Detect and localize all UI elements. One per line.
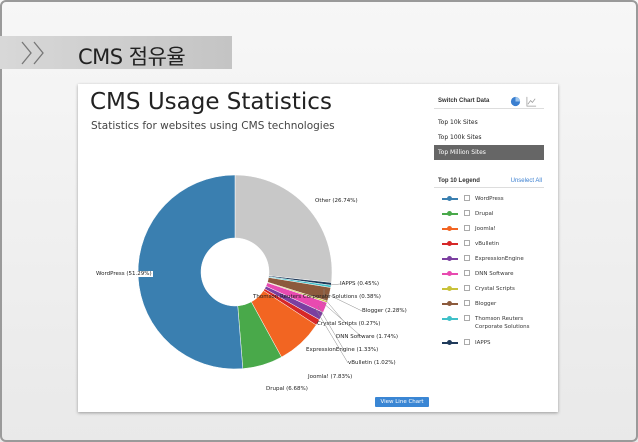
switch-chart-label: Switch Chart Data [438,98,490,104]
pie-chart [137,174,363,370]
option-top-10k-sites[interactable]: Top 10k Sites [438,119,478,126]
option-top-100k-sites[interactable]: Top 100k Sites [438,134,482,141]
pie-label: Other (26.74%) [315,198,358,204]
pie-label: Blogger (2.28%) [362,308,407,314]
switch-chart-header: Switch Chart Data [434,94,544,109]
unselect-all-link[interactable]: Unselect All [510,178,542,184]
slide-header: CMS 점유율 [0,36,232,69]
legend-checkbox[interactable] [464,285,470,291]
legend-checkbox[interactable] [464,270,470,276]
legend-item-label: Thomson Reuters Corporate Solutions [475,316,530,330]
legend-marker [447,286,452,291]
pie-label: IAPPS (0.45%) [340,281,380,287]
pie-leader-line [314,307,349,364]
legend-item-label: Crystal Scripts [475,286,515,292]
legend-title: Top 10 Legend [438,178,480,184]
cms-statistics-screenshot: CMS Usage Statistics Statistics for webs… [78,84,558,412]
legend-checkbox[interactable] [464,195,470,201]
pie-leader-line [321,301,363,338]
legend-item[interactable]: Joomla! [434,222,544,237]
pie-label: vBulletin (1.02%) [348,360,396,366]
slide-title: CMS 점유율 [78,45,186,69]
legend-checkbox[interactable] [464,240,470,246]
side-panel: Switch Chart Data Top 10k Sites Top 100k… [434,94,544,351]
legend-checkbox[interactable] [464,300,470,306]
legend-marker [447,211,452,216]
legend-item[interactable]: WordPress [434,192,544,207]
legend-item[interactable]: IAPPS [434,336,544,351]
legend-marker [447,256,452,261]
legend-checkbox[interactable] [464,339,470,345]
page-subtitle: Statistics for websites using CMS techno… [91,120,335,132]
pie-chart-icon[interactable] [510,96,521,107]
pie-slice-other[interactable] [234,174,333,283]
legend-item-label: WordPress [475,196,504,202]
legend-item[interactable]: ExpressionEngine [434,252,544,267]
legend-checkbox[interactable] [464,315,470,321]
pie-leader-line [326,293,363,312]
pie-label: Thomson Reuters Corporate Solutions (0.3… [253,294,381,300]
double-chevron-right-icon [21,41,44,65]
legend-item[interactable]: Blogger [434,297,544,312]
pie-leader-line [317,305,345,351]
pie-label: ExpressionEngine (1.33%) [306,347,379,353]
legend-header: Top 10 Legend Unselect All [434,174,544,188]
legend-marker [447,241,452,246]
legend-checkbox[interactable] [464,225,470,231]
legend-marker [447,340,452,345]
legend-list: WordPress Drupal Joomla! vBulletin Expressio… [434,192,544,351]
legend-item-label: vBulletin [475,241,500,247]
legend-marker [447,316,452,321]
legend-item[interactable]: Crystal Scripts [434,282,544,297]
legend-item-label: Blogger [475,301,497,307]
legend-item-label: IAPPS [475,340,491,346]
pie-label: Crystal Scripts (0.27%) [317,321,381,327]
pie-label: Joomla! (7.83%) [308,374,353,380]
line-chart-icon[interactable] [526,96,537,107]
legend-item[interactable]: DNN Software [434,267,544,282]
option-top-million-sites[interactable]: Top Million Sites [434,145,544,160]
legend-item-label: ExpressionEngine [475,256,524,262]
pie-label: Drupal (6.68%) [266,386,308,392]
view-line-chart-button[interactable]: View Line Chart [375,397,429,407]
legend-checkbox[interactable] [464,210,470,216]
pie-label: WordPress (51.29%) [95,271,153,277]
legend-item-label: Joomla! [475,226,496,232]
pie-leader-line [329,283,341,286]
legend-item[interactable]: Drupal [434,207,544,222]
legend-item[interactable]: Thomson Reuters Corporate Solutions [434,312,544,336]
pie-slice-wordpress[interactable] [137,174,244,370]
legend-checkbox[interactable] [464,255,470,261]
legend-item[interactable]: vBulletin [434,237,544,252]
legend-marker [447,226,452,231]
page-title: CMS Usage Statistics [90,89,332,115]
legend-marker [447,196,452,201]
legend-marker [447,301,452,306]
legend-item-label: DNN Software [475,271,514,277]
legend-item-label: Drupal [475,211,494,217]
legend-marker [447,271,452,276]
pie-label: DNN Software (1.74%) [336,334,398,340]
